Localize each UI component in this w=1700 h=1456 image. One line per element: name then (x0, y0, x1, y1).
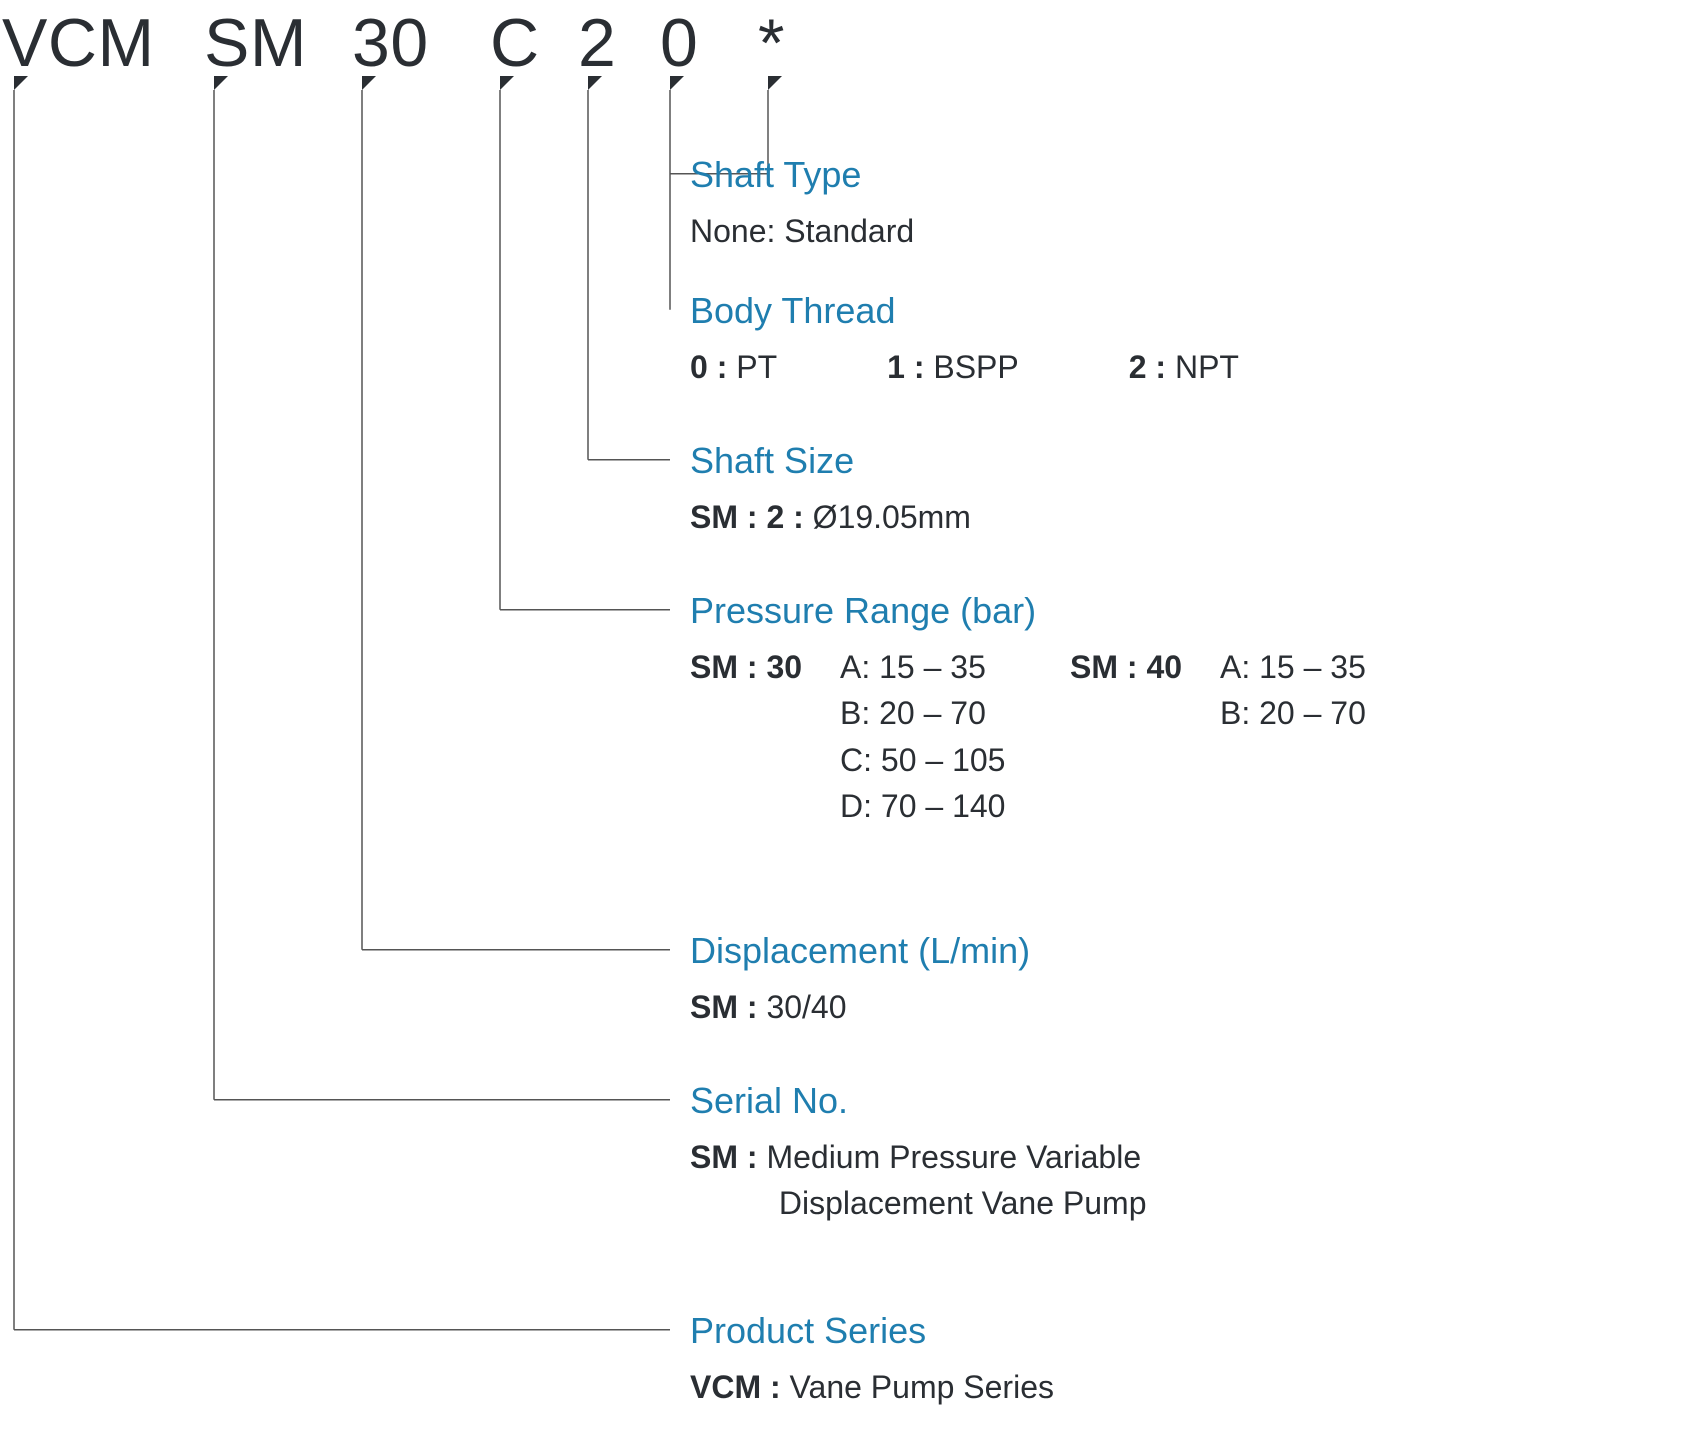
body-line: SM : Medium Pressure Variable (690, 1134, 1147, 1180)
section-displacement: Displacement (L/min) SM : 30/40 (690, 930, 1030, 1030)
section-title: Pressure Range (bar) (690, 590, 1366, 632)
body-fragment: Vane Pump Series (781, 1369, 1054, 1405)
body-fragment: Medium Pressure Variable (758, 1139, 1142, 1175)
section-body: VCM : Vane Pump Series (690, 1364, 1054, 1410)
code-segment-text: 30 (352, 5, 429, 81)
pressure-value: B: 20 – 70 (1220, 690, 1366, 736)
code-segment-text: SM (204, 5, 307, 81)
section-shaft-size: Shaft Size SM : 2 : Ø19.05mm (690, 440, 971, 540)
body-line: None: Standard (690, 208, 914, 254)
section-title: Shaft Type (690, 154, 914, 196)
code-segment-seg-sm: SM (204, 4, 307, 82)
body-line: Displacement Vane Pump (690, 1180, 1147, 1226)
code-tick-seg-star (768, 76, 782, 90)
section-title: Product Series (690, 1310, 1054, 1352)
pressure-value: A: 15 – 35 (1220, 644, 1366, 690)
code-tick-seg-c (500, 76, 514, 90)
body-fragment: BSPP (924, 349, 1128, 385)
section-body-thread: Body Thread 0 : PT1 : BSPP2 : NPT (690, 290, 1239, 390)
code-segment-text: VCM (2, 5, 155, 81)
pressure-col2-label: SM : 40 (1070, 644, 1220, 690)
section-body: 0 : PT1 : BSPP2 : NPT (690, 344, 1239, 390)
code-segment-text: 0 (660, 5, 698, 81)
code-tick-seg-vcm (14, 76, 28, 90)
section-body: None: Standard (690, 208, 914, 254)
section-body: SM : 30A: 15 – 35B: 20 – 70C: 50 – 105D:… (690, 644, 1366, 830)
code-tick-seg-0 (670, 76, 684, 90)
body-fragment: 30/40 (758, 989, 847, 1025)
pressure-value: B: 20 – 70 (840, 690, 1070, 736)
body-line: VCM : Vane Pump Series (690, 1364, 1054, 1410)
body-fragment: Ø19.05mm (804, 499, 971, 535)
section-product-series: Product Series VCM : Vane Pump Series (690, 1310, 1054, 1410)
pressure-value: D: 70 – 140 (840, 783, 1070, 829)
pressure-col2-values: A: 15 – 35B: 20 – 70 (1220, 644, 1366, 737)
body-fragment: None: Standard (690, 213, 914, 249)
code-segment-text: C (490, 5, 540, 81)
section-shaft-type: Shaft Type None: Standard (690, 154, 914, 254)
body-fragment: SM : (690, 1139, 758, 1175)
code-tick-seg-2 (588, 76, 602, 90)
code-segment-seg-star: * (758, 4, 785, 82)
code-segment-seg-0: 0 (660, 4, 698, 82)
section-body: SM : 30/40 (690, 984, 1030, 1030)
body-line: SM : 30/40 (690, 984, 1030, 1030)
body-fragment: VCM : (690, 1369, 781, 1405)
body-line: SM : 2 : Ø19.05mm (690, 494, 971, 540)
section-body: SM : 2 : Ø19.05mm (690, 494, 971, 540)
section-pressure-range: Pressure Range (bar)SM : 30A: 15 – 35B: … (690, 590, 1366, 830)
pressure-value: C: 50 – 105 (840, 737, 1070, 783)
body-fragment: 0 : (690, 349, 727, 385)
body-fragment: NPT (1166, 349, 1239, 385)
code-segment-seg-c: C (490, 4, 540, 82)
body-fragment: SM : (690, 499, 758, 535)
code-tick-seg-sm (214, 76, 228, 90)
pressure-col1-values: A: 15 – 35B: 20 – 70C: 50 – 105D: 70 – 1… (840, 644, 1070, 830)
section-body: SM : Medium Pressure Variable Displaceme… (690, 1134, 1147, 1227)
section-title: Body Thread (690, 290, 1239, 332)
code-segment-text: 2 (578, 5, 616, 81)
body-fragment: 2 : (766, 499, 803, 535)
body-fragment: 1 : (887, 349, 924, 385)
body-fragment: Displacement Vane Pump (690, 1185, 1147, 1221)
code-segment-seg-2: 2 (578, 4, 616, 82)
body-fragment: 2 : (1129, 349, 1166, 385)
pressure-col1-label: SM : 30 (690, 644, 840, 690)
code-tick-seg-30 (362, 76, 376, 90)
code-segment-seg-vcm: VCM (2, 4, 155, 82)
code-segment-seg-30: 30 (352, 4, 429, 82)
body-fragment: SM : (690, 989, 758, 1025)
body-line: 0 : PT1 : BSPP2 : NPT (690, 344, 1239, 390)
section-title: Serial No. (690, 1080, 1147, 1122)
pressure-value: A: 15 – 35 (840, 644, 1070, 690)
body-fragment: PT (727, 349, 887, 385)
section-title: Displacement (L/min) (690, 930, 1030, 972)
code-segment-text: * (758, 5, 785, 81)
section-serial-no: Serial No. SM : Medium Pressure Variable … (690, 1080, 1147, 1227)
section-title: Shaft Size (690, 440, 971, 482)
